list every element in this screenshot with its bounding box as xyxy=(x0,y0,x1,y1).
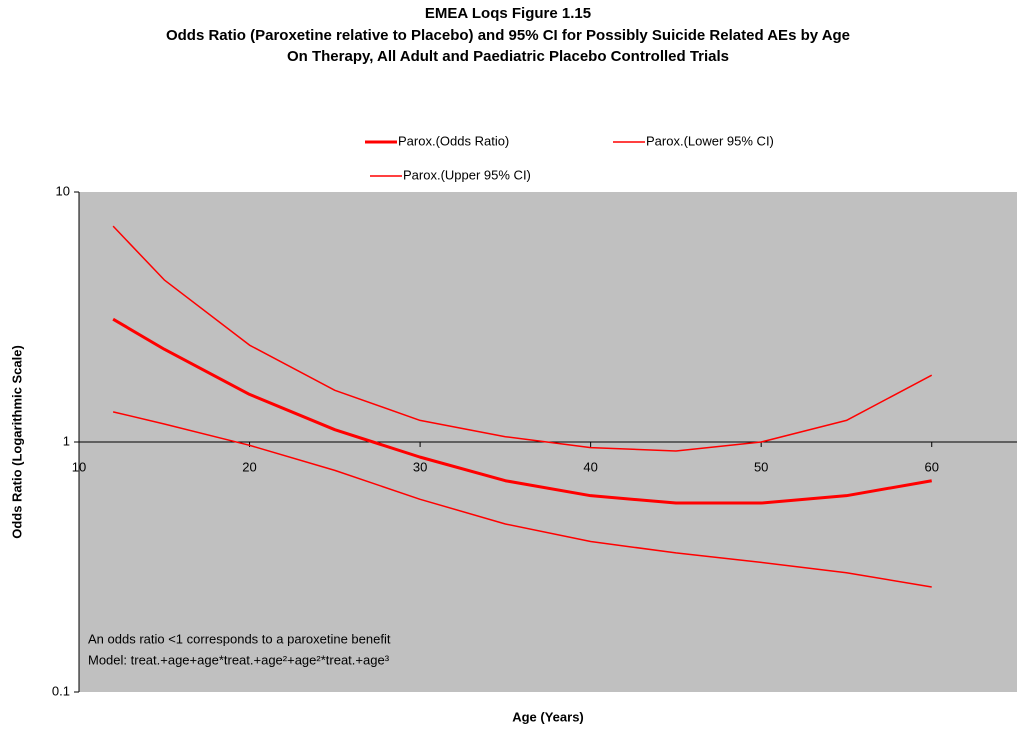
x-tick-label: 30 xyxy=(413,459,427,474)
annotation: Model: treat.+age+age*treat.+age²+age²*t… xyxy=(88,652,390,667)
x-tick-label: 40 xyxy=(583,459,597,474)
legend-label: Parox.(Upper 95% CI) xyxy=(403,167,531,182)
y-tick-label: 0.1 xyxy=(52,683,70,698)
x-axis-title: Age (Years) xyxy=(512,709,584,724)
x-tick-label: 60 xyxy=(924,459,938,474)
legend-box xyxy=(348,156,826,191)
series-line xyxy=(112,317,932,505)
series-line xyxy=(112,225,933,452)
legend-label: Parox.(Odds Ratio) xyxy=(398,133,509,148)
chart-title: EMEA Loqs Figure 1.15 xyxy=(425,5,591,22)
y-tick-label: 10 xyxy=(56,183,70,198)
chart-subtitle: On Therapy, All Adult and Paediatric Pla… xyxy=(287,48,729,65)
x-tick-label: 20 xyxy=(242,459,256,474)
legend-label: Parox.(Lower 95% CI) xyxy=(646,133,774,148)
y-axis-title: Odds Ratio (Logarithmic Scale) xyxy=(9,345,24,539)
series-line xyxy=(112,411,932,588)
y-tick-label: 1 xyxy=(63,433,70,448)
x-tick-label: 50 xyxy=(754,459,768,474)
x-tick-label: 10 xyxy=(72,459,86,474)
chart-subtitle: Odds Ratio (Paroxetine relative to Place… xyxy=(166,27,850,44)
annotation: An odds ratio <1 corresponds to a paroxe… xyxy=(88,631,391,646)
